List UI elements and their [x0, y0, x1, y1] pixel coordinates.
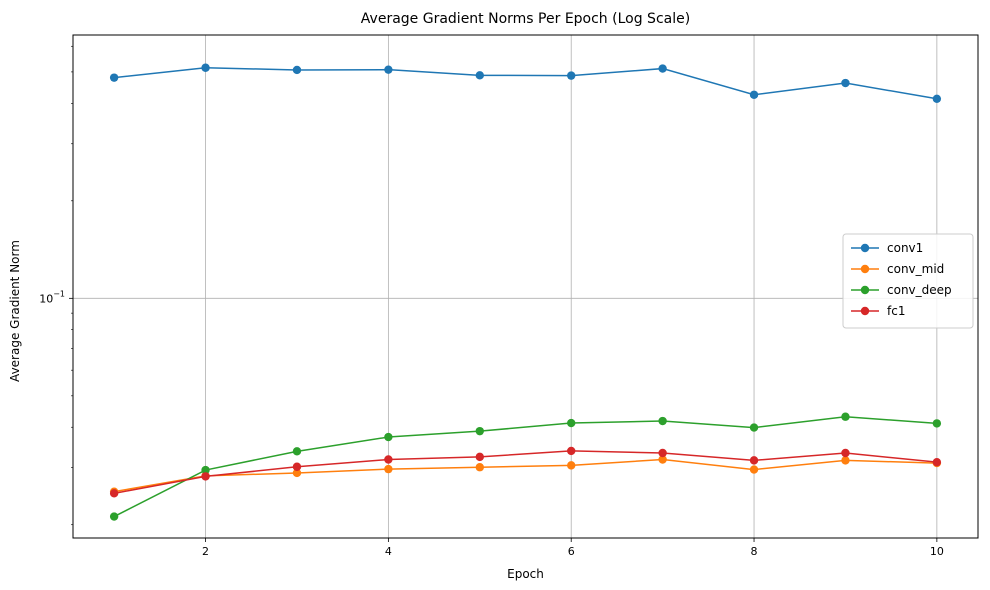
data-point: [932, 94, 942, 104]
data-point: [658, 416, 667, 426]
x-tick-label: 4: [385, 545, 392, 558]
series-conv_deep: [109, 412, 942, 521]
x-tick-label: 10: [930, 545, 944, 558]
y-axis: 10−1: [39, 45, 73, 526]
data-point: [109, 512, 119, 521]
data-point: [292, 462, 302, 471]
legend-marker: [860, 285, 870, 295]
data-point: [567, 71, 576, 80]
data-point: [475, 71, 484, 80]
legend: conv1 conv_mid conv_deep fc1: [842, 233, 974, 329]
data-point: [749, 465, 759, 474]
data-point: [384, 65, 393, 74]
legend-item-conv1: conv1: [851, 241, 923, 255]
data-point: [201, 472, 210, 481]
data-point: [475, 426, 484, 436]
data-point: [567, 461, 576, 470]
data-point: [201, 63, 210, 72]
legend-marker: [860, 306, 870, 316]
data-point: [109, 73, 119, 82]
series-line: [113, 415, 937, 518]
legend-box: [842, 233, 974, 329]
data-point: [109, 489, 119, 498]
x-tick-label: 6: [568, 545, 575, 558]
series-line: [114, 66, 937, 100]
x-tick-label: 8: [751, 545, 758, 558]
x-tick-label: 2: [202, 545, 209, 558]
data-point: [475, 452, 484, 462]
data-point: [749, 90, 759, 99]
data-point: [658, 64, 667, 73]
legend-item-conv_deep: conv_deep: [851, 283, 952, 297]
series-layer: [109, 63, 942, 521]
y-tick-label: 10−1: [39, 289, 65, 305]
data-point: [749, 423, 759, 432]
x-axis-label: Epoch: [507, 567, 544, 581]
x-axis: 2 4 6 8 10: [202, 538, 944, 558]
data-point: [384, 432, 393, 442]
series-conv_mid: [109, 455, 942, 496]
y-tick-base: 10: [39, 292, 53, 305]
y-tick-exponent: −1: [53, 289, 65, 298]
data-point: [384, 464, 393, 474]
data-point: [201, 465, 210, 475]
legend-label: fc1: [887, 304, 905, 318]
legend-label: conv_deep: [887, 283, 952, 297]
data-point: [475, 463, 484, 472]
data-point: [384, 455, 393, 464]
data-point: [841, 448, 850, 458]
legend-marker: [860, 264, 870, 274]
chart-title: Average Gradient Norms Per Epoch (Log Sc…: [361, 11, 690, 27]
series-line: [114, 450, 937, 495]
data-point: [658, 455, 667, 464]
legend-item-conv_mid: conv_mid: [851, 262, 944, 276]
legend-marker: [860, 243, 870, 253]
data-point: [292, 65, 302, 75]
data-point: [292, 468, 302, 478]
data-point: [658, 448, 667, 458]
data-point: [932, 457, 942, 467]
series-conv1: [109, 63, 942, 104]
data-point: [567, 446, 576, 456]
legend-label: conv1: [887, 241, 923, 255]
series-fc1: [109, 446, 942, 498]
y-axis-label: Average Gradient Norm: [8, 240, 22, 382]
plot-frame: [72, 34, 979, 539]
legend-label: conv_mid: [887, 262, 944, 276]
data-point: [567, 418, 576, 428]
legend-item-fc1: fc1: [851, 304, 905, 318]
data-point: [841, 412, 850, 421]
data-point: [841, 78, 850, 88]
series-line: [114, 458, 937, 493]
data-point: [932, 419, 942, 428]
data-point: [292, 447, 302, 456]
data-point: [841, 456, 850, 465]
data-point: [749, 456, 759, 465]
